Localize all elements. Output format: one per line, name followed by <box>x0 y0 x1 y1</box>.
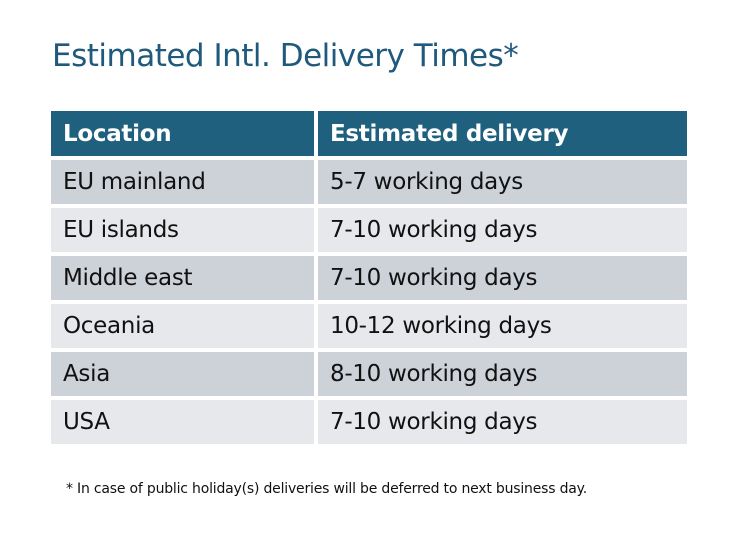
location-cell: EU islands <box>51 208 314 252</box>
delivery-cell: 7-10 working days <box>318 256 687 300</box>
delivery-cell: 7-10 working days <box>318 208 687 252</box>
delivery-cell: 5-7 working days <box>318 160 687 204</box>
location-cell: Middle east <box>51 256 314 300</box>
table-row: Asia 8-10 working days <box>51 352 687 396</box>
delivery-cell: 10-12 working days <box>318 304 687 348</box>
table-row: EU mainland 5-7 working days <box>51 160 687 204</box>
delivery-times-table: Location Estimated delivery EU mainland 5… <box>47 107 691 448</box>
header-location: Location <box>51 111 314 156</box>
page-title: Estimated Intl. Delivery Times* <box>52 38 519 74</box>
delivery-cell: 8-10 working days <box>318 352 687 396</box>
location-cell: USA <box>51 400 314 444</box>
delivery-cell: 7-10 working days <box>318 400 687 444</box>
header-estimated-delivery: Estimated delivery <box>318 111 687 156</box>
table-row: USA 7-10 working days <box>51 400 687 444</box>
table-row: Middle east 7-10 working days <box>51 256 687 300</box>
footnote: * In case of public holiday(s) deliverie… <box>66 481 587 497</box>
table-row: EU islands 7-10 working days <box>51 208 687 252</box>
location-cell: Asia <box>51 352 314 396</box>
table-header-row: Location Estimated delivery <box>51 111 687 156</box>
location-cell: EU mainland <box>51 160 314 204</box>
location-cell: Oceania <box>51 304 314 348</box>
table-row: Oceania 10-12 working days <box>51 304 687 348</box>
